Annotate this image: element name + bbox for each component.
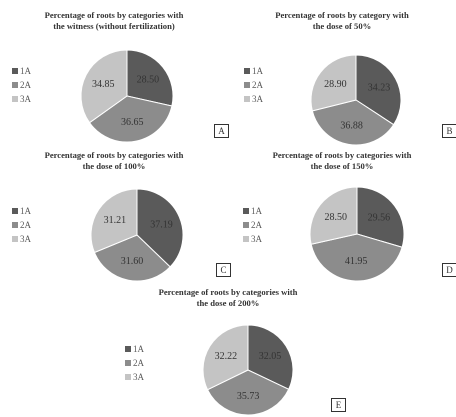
data-label: 34.85 xyxy=(92,79,115,90)
data-label: 36.65 xyxy=(121,117,144,128)
legend-swatch xyxy=(12,96,18,102)
pie-slice xyxy=(93,234,171,282)
legend-label: 2A xyxy=(20,80,31,90)
pie-slice xyxy=(206,369,290,416)
legend-swatch xyxy=(12,82,18,88)
legend-swatch xyxy=(12,208,18,214)
legend-swatch xyxy=(12,236,18,242)
legend-swatch xyxy=(244,68,250,74)
legend-label: 3A xyxy=(133,372,144,382)
chart-title: Percentage of roots by category with the … xyxy=(228,10,456,32)
chart-title-line: the dose of 200% xyxy=(196,298,260,308)
legend-swatch xyxy=(125,374,131,380)
data-label: 37.19 xyxy=(150,220,173,231)
pie-slice xyxy=(126,49,174,107)
legend-label: 1A xyxy=(252,66,263,76)
pie-slice xyxy=(247,324,294,390)
pie-slice xyxy=(309,186,358,245)
chart-title-line: Percentage of roots by category with xyxy=(275,10,409,20)
chart-title: Percentage of roots by categories with th… xyxy=(0,10,228,32)
chart-title: Percentage of roots by categories with th… xyxy=(114,287,342,309)
legend-swatch xyxy=(243,208,249,214)
pie-chart: 29.56 41.95 28.50 xyxy=(309,186,405,282)
pie-chart: 32.05 35.73 32.22 xyxy=(202,324,294,416)
panel-label: E xyxy=(331,398,346,412)
pie-slice xyxy=(136,188,184,268)
data-label: 28.90 xyxy=(324,79,347,90)
chart-title-line: the dose of 100% xyxy=(82,161,146,171)
data-label: 31.21 xyxy=(104,215,127,226)
legend-swatch xyxy=(243,236,249,242)
chart-title-line: the witness (without fertilization) xyxy=(53,21,175,31)
legend-label: 1A xyxy=(20,206,31,216)
legend-swatch xyxy=(244,96,250,102)
chart-title-line: Percentage of roots by categories with xyxy=(158,287,298,297)
pie-slice xyxy=(356,186,405,248)
legend-swatch xyxy=(125,346,131,352)
chart-title-line: the dose of 50% xyxy=(312,21,372,31)
chart-title-line: Percentage of roots by categories with xyxy=(44,10,184,20)
legend-label: 1A xyxy=(133,344,144,354)
legend-swatch xyxy=(125,360,131,366)
pie-slice xyxy=(310,233,403,282)
chart-title-line: Percentage of roots by categories with xyxy=(44,150,184,160)
data-label: 34.23 xyxy=(368,83,391,94)
pie-chart: 28.50 36.65 34.85 xyxy=(80,49,174,143)
legend-swatch xyxy=(244,82,250,88)
legend-label: 3A xyxy=(20,234,31,244)
pie-slice xyxy=(311,99,395,146)
legend-label: 2A xyxy=(133,358,144,368)
panel-label: D xyxy=(442,263,456,277)
pie-slice xyxy=(90,188,138,254)
pie-slice xyxy=(88,95,173,143)
panel-label: A xyxy=(214,124,229,138)
legend-swatch xyxy=(12,222,18,228)
chart-title-line: the dose of 150% xyxy=(310,161,374,171)
data-label: 29.56 xyxy=(368,213,391,224)
data-label: 36.88 xyxy=(340,121,363,132)
legend-label: 2A xyxy=(252,80,263,90)
legend-label: 3A xyxy=(252,94,263,104)
panel-label: B xyxy=(442,124,456,138)
pie-chart: 37.19 31.60 31.21 xyxy=(90,188,184,282)
data-label: 31.60 xyxy=(121,256,144,267)
legend-label: 1A xyxy=(20,66,31,76)
data-label: 28.50 xyxy=(324,212,347,223)
panel-label: C xyxy=(216,263,231,277)
data-label: 41.95 xyxy=(345,256,368,267)
chart-title: Percentage of roots by categories with th… xyxy=(0,150,228,172)
legend-label: 2A xyxy=(251,220,262,230)
legend-swatch xyxy=(243,222,249,228)
data-label: 32.05 xyxy=(259,351,282,362)
data-label: 28.50 xyxy=(137,74,160,85)
data-label: 35.73 xyxy=(237,391,260,402)
chart-title: Percentage of roots by categories with th… xyxy=(228,150,456,172)
pie-slice xyxy=(80,49,128,124)
legend-label: 2A xyxy=(20,220,31,230)
legend-swatch xyxy=(12,68,18,74)
pie-chart: 34.23 36.88 28.90 xyxy=(310,54,402,146)
legend-label: 1A xyxy=(251,206,262,216)
pie-slice xyxy=(310,54,357,112)
pie-slice xyxy=(202,324,249,391)
legend-label: 3A xyxy=(20,94,31,104)
legend-label: 3A xyxy=(251,234,262,244)
chart-title-line: Percentage of roots by categories with xyxy=(272,150,412,160)
data-label: 32.22 xyxy=(215,351,238,362)
